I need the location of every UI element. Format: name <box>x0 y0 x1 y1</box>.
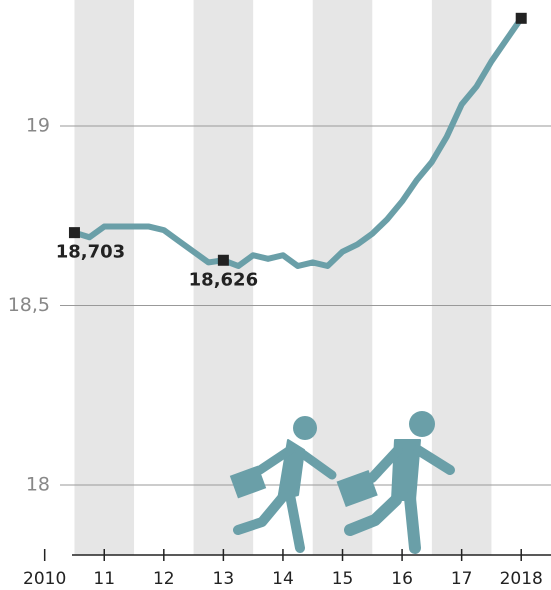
y-tick-label: 18 <box>26 473 50 495</box>
value-label: 18,626 <box>189 269 258 290</box>
x-tick-label: 2010 <box>23 569 66 589</box>
year-band <box>74 0 134 555</box>
marker <box>516 13 527 24</box>
value-label: 18,703 <box>56 242 125 263</box>
x-tick-label: 12 <box>153 569 175 589</box>
marker <box>69 227 80 238</box>
x-tick-label: 15 <box>332 569 354 589</box>
x-tick-label: 17 <box>451 569 473 589</box>
y-tick-label: 19 <box>26 115 50 137</box>
marker <box>218 255 229 266</box>
x-tick-label: 16 <box>391 569 413 589</box>
x-tick-label: 11 <box>93 569 115 589</box>
y-tick-label: 18,5 <box>8 294 50 316</box>
head <box>409 411 435 437</box>
chart: 18 18,5 19 2010 11 12 13 14 15 16 17 2018 18,703 18,… <box>0 0 551 590</box>
x-tick-label: 13 <box>213 569 235 589</box>
year-band <box>432 0 492 555</box>
x-tick-label: 2018 <box>500 569 543 589</box>
head <box>293 416 317 440</box>
x-tick-label: 14 <box>272 569 294 589</box>
